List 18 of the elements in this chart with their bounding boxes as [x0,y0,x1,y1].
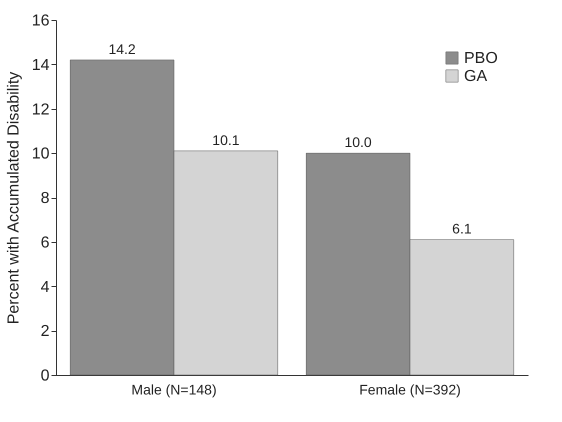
data-label: 6.1 [452,220,472,237]
x-tick-label: Female (N=392) [359,382,461,398]
legend-label: GA [464,68,488,85]
y-tick-label: 12 [32,101,50,118]
legend-label: PBO [464,50,498,67]
data-label: 10.0 [344,134,372,150]
y-tick-label: 16 [32,12,50,30]
y-tick-label: 0 [40,368,50,384]
y-tick-label: 14 [32,56,50,74]
y-tick-label: 6 [40,234,50,252]
x-tick-label: Male (N=148) [131,382,217,398]
y-tick-label: 4 [40,278,50,296]
y-axis-title: Percent with Accumulated Disability [6,72,23,324]
data-label: 10.1 [212,132,240,148]
y-tick-label: 10 [32,146,50,163]
y-tick-label: 8 [40,190,50,207]
data-label: 14.2 [108,40,136,57]
y-tick-label: 2 [40,323,50,340]
